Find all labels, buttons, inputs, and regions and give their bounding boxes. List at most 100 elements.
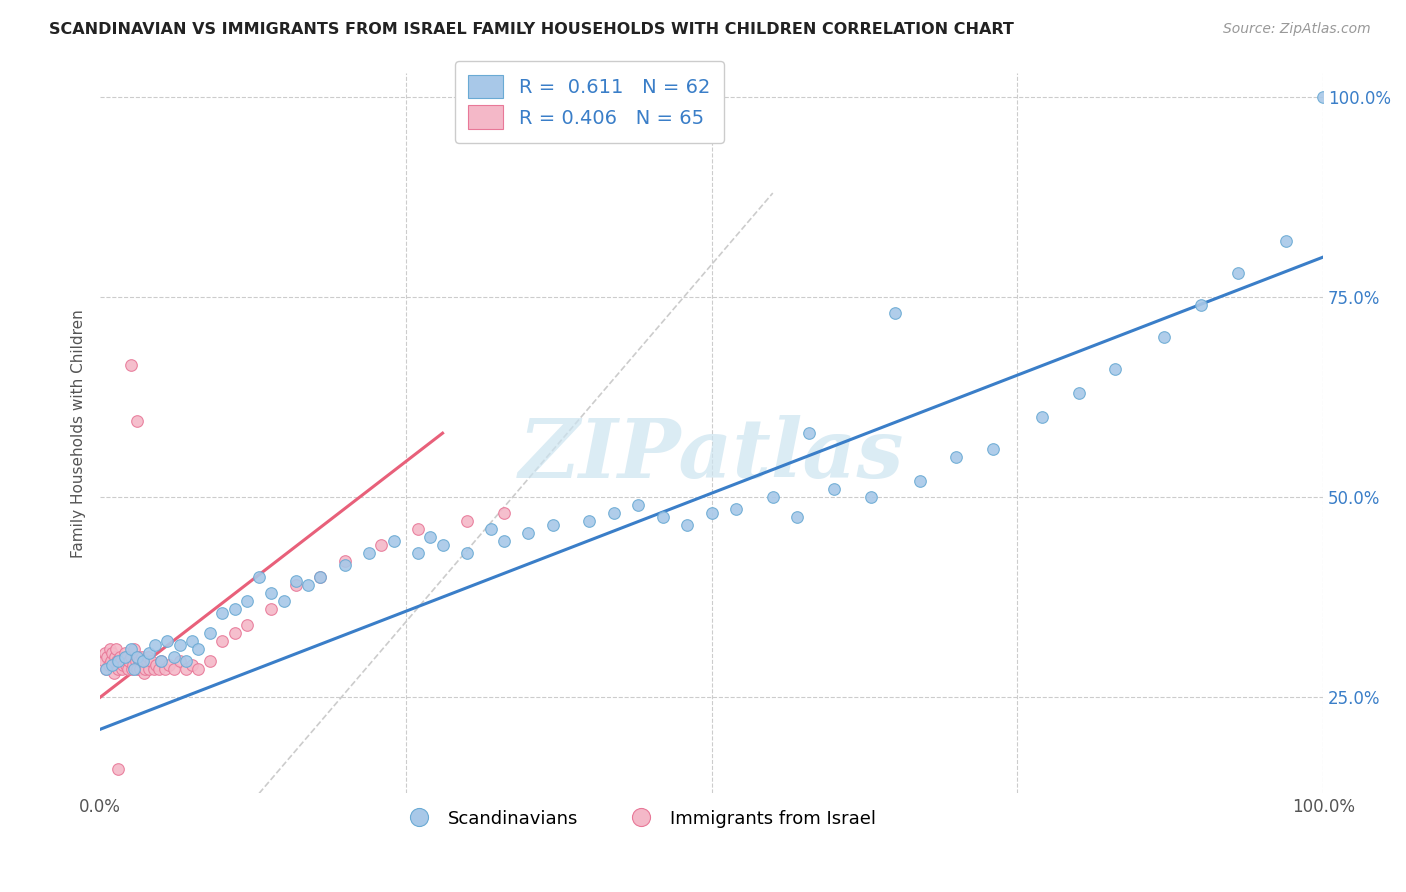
Point	[143, 638, 166, 652]
Point	[110, 654, 132, 668]
Point	[1067, 386, 1090, 401]
Point	[138, 646, 160, 660]
Point	[101, 646, 124, 660]
Text: SCANDINAVIAN VS IMMIGRANTS FROM ISRAEL FAMILY HOUSEHOLDS WITH CHILDREN CORRELATI: SCANDINAVIAN VS IMMIGRANTS FROM ISRAEL F…	[49, 22, 1014, 37]
Point	[211, 634, 233, 648]
Point	[1189, 298, 1212, 312]
Point	[96, 662, 118, 676]
Point	[132, 654, 155, 668]
Y-axis label: Family Households with Children: Family Households with Children	[72, 309, 86, 558]
Point	[127, 650, 149, 665]
Point	[700, 506, 723, 520]
Point	[1153, 330, 1175, 344]
Point	[169, 654, 191, 668]
Point	[121, 662, 143, 676]
Point	[111, 662, 134, 676]
Point	[134, 662, 156, 676]
Point	[132, 654, 155, 668]
Point	[247, 570, 270, 584]
Point	[141, 654, 163, 668]
Point	[762, 490, 785, 504]
Point	[96, 650, 118, 665]
Point	[108, 650, 131, 665]
Point	[284, 574, 307, 589]
Point	[107, 762, 129, 776]
Point	[107, 654, 129, 668]
Point	[134, 666, 156, 681]
Point	[859, 490, 882, 504]
Point	[104, 650, 127, 665]
Point	[174, 654, 197, 668]
Point	[180, 634, 202, 648]
Point	[578, 514, 600, 528]
Point	[114, 646, 136, 660]
Point	[981, 442, 1004, 457]
Point	[162, 650, 184, 665]
Point	[200, 626, 222, 640]
Point	[627, 498, 650, 512]
Point	[799, 426, 821, 441]
Point	[945, 450, 967, 465]
Point	[200, 654, 222, 668]
Point	[157, 658, 180, 673]
Point	[309, 570, 332, 584]
Point	[142, 662, 165, 676]
Point	[359, 546, 381, 560]
Point	[124, 662, 146, 676]
Point	[309, 570, 332, 584]
Point	[112, 658, 135, 673]
Point	[101, 658, 124, 673]
Point	[517, 526, 540, 541]
Point	[145, 658, 167, 673]
Point	[333, 558, 356, 573]
Point	[456, 546, 478, 560]
Point	[284, 578, 307, 592]
Point	[676, 518, 699, 533]
Point	[180, 658, 202, 673]
Point	[120, 358, 142, 372]
Point	[651, 510, 673, 524]
Point	[236, 594, 259, 608]
Point	[117, 662, 139, 676]
Point	[162, 662, 184, 676]
Point	[823, 482, 845, 496]
Point	[492, 506, 515, 520]
Point	[124, 642, 146, 657]
Point	[114, 650, 136, 665]
Legend: Scandinavians, Immigrants from Israel: Scandinavians, Immigrants from Israel	[394, 802, 883, 835]
Point	[93, 654, 115, 668]
Point	[131, 650, 153, 665]
Point	[725, 502, 748, 516]
Point	[273, 594, 295, 608]
Point	[120, 650, 142, 665]
Point	[260, 602, 283, 616]
Point	[603, 506, 626, 520]
Point	[125, 650, 148, 665]
Point	[97, 658, 120, 673]
Point	[94, 646, 117, 660]
Point	[1275, 234, 1298, 248]
Point	[492, 534, 515, 549]
Point	[174, 662, 197, 676]
Point	[125, 662, 148, 676]
Point	[107, 662, 129, 676]
Point	[786, 510, 808, 524]
Point	[135, 654, 157, 668]
Point	[406, 522, 429, 536]
Point	[115, 650, 138, 665]
Point	[129, 662, 152, 676]
Point	[1104, 362, 1126, 376]
Point	[1312, 90, 1334, 104]
Point	[128, 654, 150, 668]
Point	[260, 586, 283, 600]
Text: ZIPatlas: ZIPatlas	[519, 415, 904, 495]
Point	[187, 642, 209, 657]
Point	[1031, 410, 1053, 425]
Point	[187, 662, 209, 676]
Point	[169, 638, 191, 652]
Point	[419, 530, 441, 544]
Point	[122, 658, 145, 673]
Point	[105, 642, 128, 657]
Point	[136, 650, 159, 665]
Text: Source: ZipAtlas.com: Source: ZipAtlas.com	[1223, 22, 1371, 37]
